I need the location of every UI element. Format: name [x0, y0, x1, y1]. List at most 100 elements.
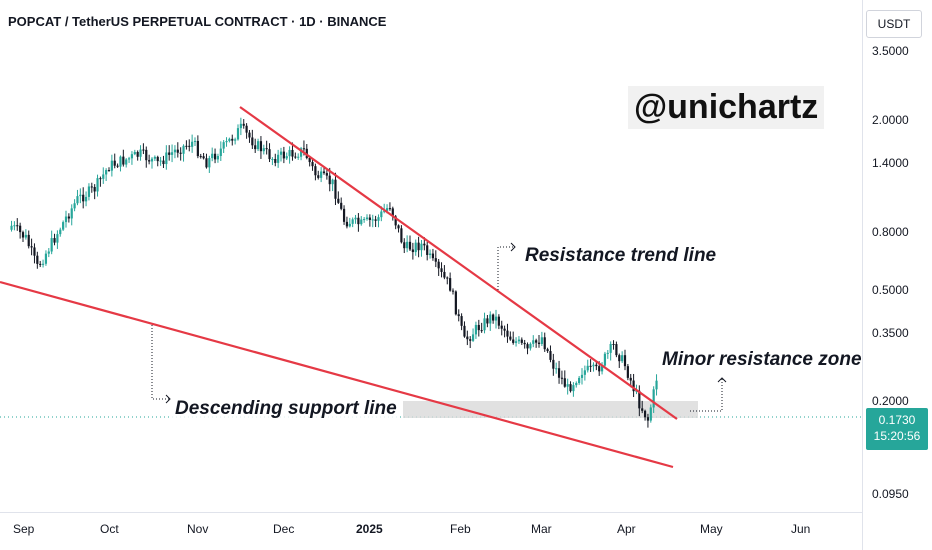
candle-body: [19, 225, 22, 233]
candle-body: [426, 245, 429, 255]
candle-body: [345, 221, 349, 227]
candle-body: [575, 383, 578, 386]
candle-body: [492, 314, 495, 321]
candle-body: [279, 151, 283, 155]
candle-body: [526, 344, 529, 349]
candle-body: [629, 377, 632, 381]
candle-body: [27, 234, 30, 247]
currency-selector[interactable]: USDT: [866, 10, 922, 38]
candle-body: [311, 162, 314, 167]
candle-body: [288, 149, 291, 157]
y-tick-label: 0.8000: [872, 225, 909, 239]
candle-body: [41, 263, 45, 265]
candle-body: [592, 364, 595, 367]
candle-body: [374, 219, 377, 221]
candle-body: [130, 154, 134, 159]
candle-body: [294, 156, 297, 158]
candle-body: [411, 249, 414, 253]
candle-body: [30, 246, 33, 248]
candle-body: [73, 203, 76, 209]
candle-body: [127, 158, 131, 160]
candle-body: [285, 156, 288, 159]
minor-pointer-arrowhead: [717, 377, 727, 383]
candle-body: [239, 123, 242, 129]
candle-body: [228, 138, 231, 142]
candle-body: [268, 149, 271, 160]
candle-body: [291, 149, 294, 157]
candle-body: [609, 343, 612, 353]
candle-body: [322, 171, 326, 174]
candle-body: [314, 166, 317, 176]
candle-body: [265, 148, 268, 150]
candle-body: [176, 149, 179, 153]
candle-body: [59, 229, 62, 235]
candle-body: [199, 156, 202, 158]
x-tick-label: May: [700, 522, 723, 536]
candle-body: [580, 374, 584, 378]
annotation-descending-support-line: Descending support line: [172, 398, 400, 420]
candle-body: [357, 217, 360, 225]
candle-body: [231, 138, 234, 141]
candle-body: [102, 174, 105, 179]
candle-body: [578, 377, 581, 384]
candle-body: [165, 152, 168, 165]
chart-plot-area[interactable]: [0, 0, 862, 512]
candle-body: [606, 352, 609, 354]
candle-body: [342, 208, 346, 222]
resistance-trend-line: [239, 106, 678, 420]
candle-body: [205, 158, 208, 168]
candle-body: [162, 160, 165, 165]
y-tick-label: 0.2000: [872, 394, 909, 408]
candle-body: [185, 145, 188, 147]
candle-body: [110, 160, 113, 171]
candle-body: [70, 208, 73, 219]
candle-countdown: 15:20:56: [873, 429, 921, 443]
descending-support-line: [0, 280, 674, 469]
candle-body: [514, 341, 518, 343]
candle-body: [67, 216, 70, 219]
candle-body: [377, 217, 380, 221]
candle-body: [99, 178, 102, 180]
candle-body: [351, 219, 354, 224]
candle-body: [460, 316, 463, 326]
candle-body: [105, 170, 108, 175]
candle-body: [82, 194, 85, 202]
candle-body: [64, 216, 68, 223]
candle-body: [466, 336, 469, 340]
x-tick-label: Sep: [13, 522, 35, 536]
x-tick-label: Apr: [617, 522, 636, 536]
candle-body: [188, 145, 191, 147]
candle-body: [443, 271, 446, 278]
candle-body: [406, 241, 409, 249]
candle-body: [107, 170, 111, 172]
watermark-unichartz: @unichartz: [628, 86, 825, 129]
candle-body: [299, 148, 303, 157]
support-pointer-arrowhead: [165, 394, 171, 404]
candle-body: [646, 417, 650, 421]
candle-body: [16, 225, 19, 227]
resistance-pointer: [497, 246, 515, 290]
x-tick-label: Jun: [791, 522, 811, 536]
support-pointer: [151, 325, 170, 400]
candle-body: [173, 149, 177, 153]
candle-body: [380, 211, 383, 218]
candle-body: [225, 141, 228, 143]
candle-body: [549, 351, 552, 360]
y-tick-label: 0.0950: [872, 487, 909, 501]
candle-body: [337, 198, 340, 203]
candle-body: [251, 137, 254, 146]
candle-body: [595, 364, 598, 367]
candle-body: [612, 343, 615, 345]
candle-body: [282, 151, 285, 159]
candle-body: [555, 368, 558, 370]
candle-body: [62, 222, 65, 230]
candle-body: [254, 145, 257, 150]
candle-body: [10, 225, 13, 230]
x-tick-label: Oct: [100, 522, 119, 536]
candle-body: [84, 196, 88, 202]
candle-body: [90, 186, 93, 188]
candle-body: [408, 241, 412, 250]
price-axis[interactable]: [862, 0, 932, 550]
candle-body: [56, 234, 59, 243]
candle-body: [385, 208, 389, 211]
